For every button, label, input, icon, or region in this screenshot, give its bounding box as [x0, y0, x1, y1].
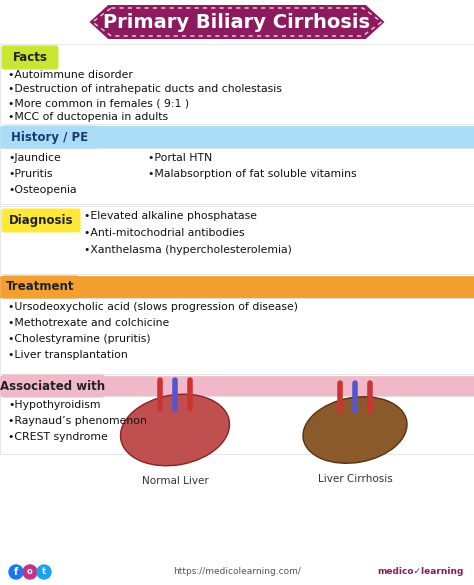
Text: Liver Cirrhosis: Liver Cirrhosis — [318, 474, 392, 484]
Ellipse shape — [303, 397, 407, 463]
Circle shape — [9, 565, 23, 579]
Text: •CREST syndrome: •CREST syndrome — [8, 432, 108, 442]
FancyBboxPatch shape — [0, 126, 474, 148]
Text: Primary Biliary Cirrhosis: Primary Biliary Cirrhosis — [103, 12, 371, 32]
Text: https://medicolearning.com/: https://medicolearning.com/ — [173, 567, 301, 576]
Text: •Jaundice: •Jaundice — [8, 153, 61, 163]
FancyBboxPatch shape — [0, 206, 474, 274]
FancyBboxPatch shape — [0, 276, 474, 298]
Text: •MCC of ductopenia in adults: •MCC of ductopenia in adults — [8, 112, 168, 122]
Circle shape — [37, 565, 51, 579]
FancyBboxPatch shape — [0, 148, 474, 204]
Text: Associated with: Associated with — [0, 380, 106, 393]
Text: o: o — [27, 567, 33, 576]
Text: •More common in females ( 9:1 ): •More common in females ( 9:1 ) — [8, 98, 189, 108]
Text: Treatment: Treatment — [6, 280, 74, 294]
Text: medico✓learning: medico✓learning — [377, 567, 463, 576]
Text: •Liver transplantation: •Liver transplantation — [8, 350, 128, 360]
Text: •Raynaud’s phenomenon: •Raynaud’s phenomenon — [8, 416, 147, 426]
Text: •Autoimmune disorder: •Autoimmune disorder — [8, 70, 133, 80]
FancyBboxPatch shape — [1, 276, 79, 298]
Text: •Hypothyroidism: •Hypothyroidism — [8, 400, 100, 410]
FancyBboxPatch shape — [1, 46, 58, 70]
FancyBboxPatch shape — [1, 126, 99, 149]
FancyBboxPatch shape — [0, 44, 474, 124]
FancyBboxPatch shape — [1, 208, 81, 232]
Text: •Methotrexate and colchicine: •Methotrexate and colchicine — [8, 318, 169, 328]
Ellipse shape — [120, 394, 229, 466]
Text: •Destruction of intrahepatic ducts and cholestasis: •Destruction of intrahepatic ducts and c… — [8, 84, 282, 94]
Text: •Elevated alkaline phosphatase: •Elevated alkaline phosphatase — [84, 211, 257, 221]
FancyBboxPatch shape — [1, 374, 104, 397]
Text: •Osteopenia: •Osteopenia — [8, 185, 77, 195]
Text: •Ursodeoxycholic acid (slows progression of disease): •Ursodeoxycholic acid (slows progression… — [8, 302, 298, 312]
Text: •Xanthelasma (hypercholesterolemia): •Xanthelasma (hypercholesterolemia) — [84, 245, 292, 255]
Polygon shape — [90, 5, 384, 39]
Text: Diagnosis: Diagnosis — [9, 214, 73, 227]
Text: •Pruritis: •Pruritis — [8, 169, 53, 179]
Text: •Malabsorption of fat soluble vitamins: •Malabsorption of fat soluble vitamins — [148, 169, 356, 179]
Text: •Cholestyramine (pruritis): •Cholestyramine (pruritis) — [8, 334, 151, 344]
Text: •Portal HTN: •Portal HTN — [148, 153, 212, 163]
FancyBboxPatch shape — [0, 396, 474, 454]
Text: Facts: Facts — [13, 51, 47, 64]
FancyBboxPatch shape — [0, 298, 474, 374]
Text: t: t — [42, 567, 46, 576]
Text: Normal Liver: Normal Liver — [142, 476, 209, 486]
Text: •Anti-mitochodrial antibodies: •Anti-mitochodrial antibodies — [84, 228, 245, 238]
Circle shape — [23, 565, 37, 579]
Text: History / PE: History / PE — [11, 130, 89, 143]
Text: f: f — [14, 567, 18, 577]
FancyBboxPatch shape — [0, 376, 474, 396]
